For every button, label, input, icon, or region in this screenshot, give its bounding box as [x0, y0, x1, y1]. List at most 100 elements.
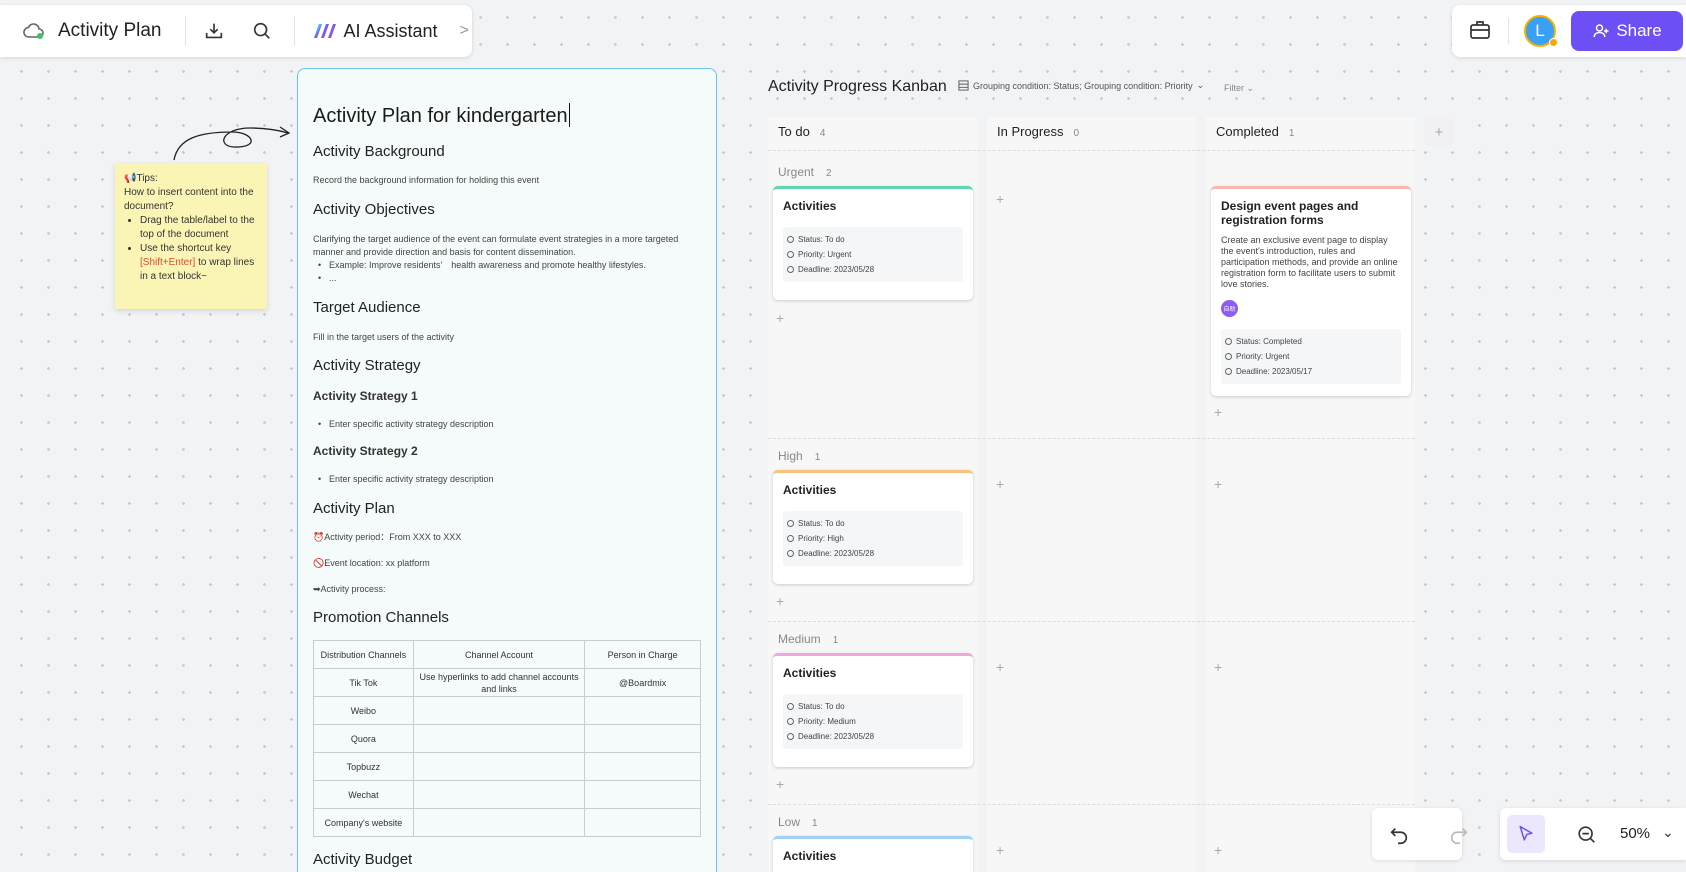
- chevron-down-icon: ⌄: [1196, 80, 1205, 90]
- main-toolbar: Activity Plan AI Assistant >: [0, 5, 472, 57]
- row-header[interactable]: High 1: [778, 449, 821, 463]
- briefcase-icon: [1470, 21, 1490, 39]
- heading-promotion: Promotion Channels: [313, 609, 449, 626]
- chevron-right-icon[interactable]: >: [459, 22, 469, 39]
- table-row: Tik Tok Use hyperlinks to add channel ac…: [313, 668, 701, 697]
- toolbar-divider: [1508, 18, 1509, 44]
- add-card-button[interactable]: +: [1214, 842, 1223, 858]
- chevron-down-icon[interactable]: ⌄: [1662, 824, 1674, 840]
- toolbox-button[interactable]: [1468, 18, 1492, 47]
- row-header[interactable]: Low 1: [778, 815, 818, 829]
- zoom-out-icon: [1578, 826, 1595, 843]
- table-cell[interactable]: [412, 780, 586, 809]
- column-header[interactable]: Completed 1: [1216, 124, 1295, 139]
- row-header[interactable]: Urgent 2: [778, 165, 832, 179]
- filter-button[interactable]: Filter ⌄: [1224, 83, 1255, 93]
- table-cell[interactable]: [584, 696, 701, 725]
- table-cell[interactable]: Quora: [313, 724, 414, 753]
- table-header-row: Distribution Channels Channel Account Pe…: [313, 640, 701, 669]
- document-panel[interactable]: Activity Plan for kindergarten Activity …: [297, 68, 717, 872]
- add-card-button[interactable]: +: [996, 659, 1005, 675]
- row-divider: [768, 804, 1415, 805]
- table-cell[interactable]: Company's website: [313, 808, 414, 837]
- table-cell[interactable]: [412, 696, 586, 725]
- table-cell[interactable]: [412, 808, 586, 837]
- table-cell[interactable]: Weibo: [313, 696, 414, 725]
- assignee-avatar[interactable]: 自助: [1221, 300, 1238, 317]
- redo-button[interactable]: [1448, 824, 1470, 851]
- toolbar-divider: [294, 16, 296, 46]
- add-card-button[interactable]: +: [996, 476, 1005, 492]
- document-title[interactable]: Activity Plan for kindergarten: [313, 103, 571, 128]
- task-card[interactable]: Activities Status: To do Priority: Mediu…: [773, 653, 973, 767]
- card-title: Activities: [783, 199, 837, 213]
- table-cell[interactable]: [412, 752, 586, 781]
- add-card-button[interactable]: +: [1214, 404, 1223, 420]
- table-header-cell[interactable]: Channel Account: [412, 640, 586, 669]
- table-cell[interactable]: [584, 808, 701, 837]
- add-card-button[interactable]: +: [1214, 476, 1223, 492]
- zoom-level[interactable]: 50%: [1620, 825, 1651, 842]
- table-cell[interactable]: Wechat: [313, 780, 414, 809]
- add-card-button[interactable]: +: [776, 593, 785, 609]
- zoom-out-button[interactable]: [1576, 824, 1598, 851]
- sticky-note[interactable]: 📢Tips: How to insert content into the do…: [115, 163, 267, 309]
- clock-icon: [787, 733, 794, 740]
- heading-background: Activity Background: [313, 143, 445, 160]
- promotion-table[interactable]: Distribution Channels Channel Account Pe…: [313, 640, 701, 837]
- table-cell[interactable]: Topbuzz: [313, 752, 414, 781]
- table-cell[interactable]: Tik Tok: [313, 668, 414, 697]
- select-tool-button[interactable]: [1507, 815, 1545, 853]
- hand-drawn-arrow[interactable]: [170, 118, 295, 163]
- heading-plan: Activity Plan: [313, 500, 395, 517]
- grouping-selector[interactable]: Grouping condition: Status; Grouping con…: [958, 80, 1204, 91]
- search-icon: [254, 22, 271, 39]
- table-cell[interactable]: [584, 724, 701, 753]
- ai-assistant-button[interactable]: AI Assistant: [313, 21, 438, 42]
- download-icon: [206, 23, 223, 39]
- table-cell[interactable]: Use hyperlinks to add channel accounts a…: [412, 668, 586, 697]
- undo-button[interactable]: [1388, 824, 1410, 851]
- table-cell[interactable]: [412, 724, 586, 753]
- task-card[interactable]: Activities Status: To do Priority: High …: [773, 470, 973, 584]
- table-cell[interactable]: @Boardmix: [584, 668, 701, 697]
- clock-icon: [787, 266, 794, 273]
- row-header[interactable]: Medium 1: [778, 632, 839, 646]
- task-card[interactable]: Activities: [773, 836, 973, 872]
- add-card-button[interactable]: +: [996, 191, 1005, 207]
- card-meta: Status: To do Priority: Urgent Deadline:…: [783, 227, 963, 282]
- add-card-button[interactable]: +: [1214, 659, 1223, 675]
- export-button[interactable]: [200, 17, 228, 45]
- add-card-button[interactable]: +: [996, 842, 1005, 858]
- kanban-title[interactable]: Activity Progress Kanban: [768, 78, 947, 95]
- sticky-heading: 📢Tips:: [124, 173, 158, 184]
- row-divider: [768, 150, 1415, 151]
- clock-icon: [1225, 368, 1232, 375]
- card-meta: Status: To do Priority: Medium Deadline:…: [783, 694, 963, 749]
- table-row: Wechat: [313, 780, 701, 809]
- paragraph-background: Record the background information for ho…: [313, 175, 540, 185]
- ai-logo-icon: [314, 24, 337, 38]
- table-header-cell[interactable]: Person in Charge: [584, 640, 701, 669]
- column-header[interactable]: To do 4: [778, 124, 826, 139]
- clock-icon: [787, 703, 794, 710]
- paragraph-location: 🚫Event location: xx platform: [313, 558, 430, 568]
- table-cell[interactable]: [584, 780, 701, 809]
- add-column-button[interactable]: +: [1424, 118, 1454, 146]
- clock-icon: [787, 535, 794, 542]
- search-button[interactable]: [248, 17, 276, 45]
- column-header[interactable]: In Progress 0: [997, 124, 1080, 139]
- board-title[interactable]: Activity Plan: [58, 20, 162, 41]
- clock-icon: [787, 236, 794, 243]
- text-caret: [568, 103, 571, 127]
- share-label: Share: [1616, 21, 1662, 40]
- task-card[interactable]: Design event pages and registration form…: [1211, 186, 1411, 396]
- row-divider: [768, 621, 1415, 622]
- add-card-button[interactable]: +: [776, 310, 785, 326]
- share-button[interactable]: Share: [1571, 11, 1683, 51]
- add-card-button[interactable]: +: [776, 776, 785, 792]
- task-card[interactable]: Activities Status: To do Priority: Urgen…: [773, 186, 973, 300]
- add-user-icon: [1593, 24, 1609, 38]
- table-cell[interactable]: [584, 752, 701, 781]
- table-header-cell[interactable]: Distribution Channels: [313, 640, 414, 669]
